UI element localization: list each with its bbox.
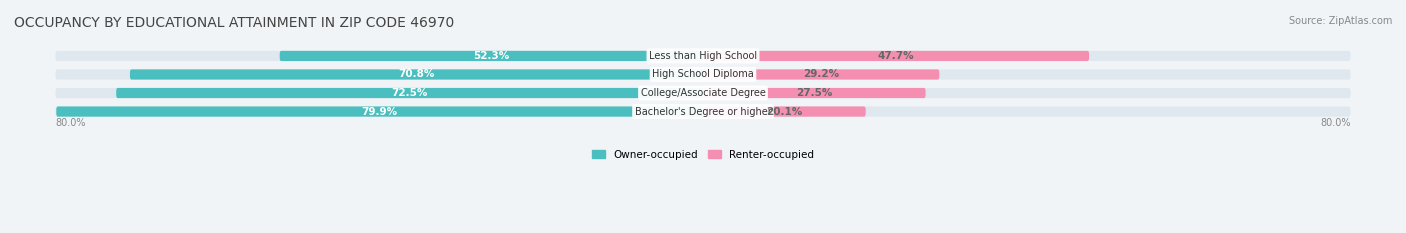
- Text: Bachelor's Degree or higher: Bachelor's Degree or higher: [634, 106, 772, 116]
- FancyBboxPatch shape: [703, 51, 1090, 61]
- FancyBboxPatch shape: [55, 106, 1351, 117]
- FancyBboxPatch shape: [55, 51, 1351, 61]
- Text: 20.1%: 20.1%: [766, 106, 803, 116]
- Legend: Owner-occupied, Renter-occupied: Owner-occupied, Renter-occupied: [588, 146, 818, 164]
- FancyBboxPatch shape: [129, 69, 703, 80]
- Text: 47.7%: 47.7%: [877, 51, 914, 61]
- Text: Source: ZipAtlas.com: Source: ZipAtlas.com: [1288, 16, 1392, 26]
- Text: Less than High School: Less than High School: [650, 51, 756, 61]
- Text: 27.5%: 27.5%: [796, 88, 832, 98]
- FancyBboxPatch shape: [55, 88, 1351, 98]
- FancyBboxPatch shape: [55, 69, 1351, 80]
- FancyBboxPatch shape: [703, 88, 925, 98]
- Text: OCCUPANCY BY EDUCATIONAL ATTAINMENT IN ZIP CODE 46970: OCCUPANCY BY EDUCATIONAL ATTAINMENT IN Z…: [14, 16, 454, 30]
- Text: High School Diploma: High School Diploma: [652, 69, 754, 79]
- Text: 80.0%: 80.0%: [55, 118, 86, 128]
- Text: 29.2%: 29.2%: [803, 69, 839, 79]
- FancyBboxPatch shape: [703, 106, 866, 117]
- Text: College/Associate Degree: College/Associate Degree: [641, 88, 765, 98]
- Text: 72.5%: 72.5%: [391, 88, 427, 98]
- FancyBboxPatch shape: [703, 69, 939, 80]
- FancyBboxPatch shape: [280, 51, 703, 61]
- Text: 70.8%: 70.8%: [398, 69, 434, 79]
- Text: 79.9%: 79.9%: [361, 106, 398, 116]
- FancyBboxPatch shape: [56, 106, 703, 117]
- Text: 80.0%: 80.0%: [1320, 118, 1351, 128]
- FancyBboxPatch shape: [117, 88, 703, 98]
- Text: 52.3%: 52.3%: [474, 51, 509, 61]
